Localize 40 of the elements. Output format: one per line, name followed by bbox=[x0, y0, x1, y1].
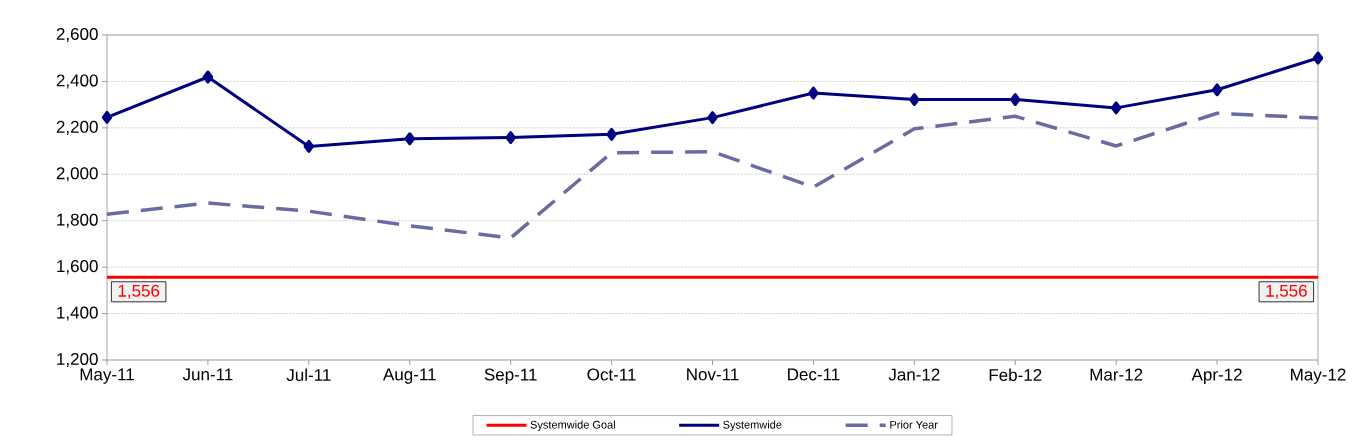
y-tick-label: 2,200 bbox=[56, 120, 98, 135]
line-series bbox=[105, 111, 1320, 240]
point bbox=[1010, 93, 1021, 107]
point bbox=[1110, 101, 1122, 115]
x-tick-label: Jun-11 bbox=[182, 368, 233, 381]
point bbox=[404, 132, 415, 146]
y-tick-label: 1,400 bbox=[57, 306, 98, 321]
x-tick-label: May-12 bbox=[1291, 368, 1346, 384]
x-tick-label: Apr-12 bbox=[1191, 368, 1242, 384]
legend-label: Systemwide Goal bbox=[530, 420, 615, 431]
point bbox=[1312, 51, 1324, 65]
x-tick-label: Feb-12 bbox=[989, 368, 1042, 382]
y-tick-label: 1,200 bbox=[57, 352, 98, 368]
y-tick-label: 2,000 bbox=[56, 167, 98, 182]
y-tick-label: 2,400 bbox=[56, 74, 98, 89]
x-tick-label: Mar-12 bbox=[1090, 368, 1143, 381]
x-tick-label: Nov-11 bbox=[687, 368, 739, 381]
x-tick-label: Jul-11 bbox=[286, 368, 331, 382]
point bbox=[505, 131, 516, 145]
y-tick-label: 1,600 bbox=[57, 260, 98, 275]
point bbox=[707, 111, 718, 125]
data-label: 1,556 bbox=[118, 284, 160, 299]
point bbox=[909, 93, 920, 107]
x-tick-label: Jan-12 bbox=[888, 368, 940, 381]
x-tick-label: Aug-11 bbox=[383, 368, 436, 384]
y-tick-label: 2,600 bbox=[56, 27, 98, 43]
point bbox=[101, 110, 113, 124]
x-tick-label: Oct-11 bbox=[587, 368, 636, 381]
data-label: 1,556 bbox=[1266, 284, 1307, 299]
legend-label: Prior Year bbox=[890, 420, 938, 429]
point bbox=[202, 70, 214, 84]
point bbox=[1211, 83, 1223, 97]
point bbox=[808, 86, 819, 100]
x-tick-label: Dec-11 bbox=[788, 368, 840, 381]
point bbox=[606, 127, 617, 141]
x-tick-label: May-11 bbox=[80, 368, 134, 384]
y-tick-label: 1,800 bbox=[57, 213, 98, 228]
legend-label: Systemwide bbox=[723, 420, 782, 431]
point bbox=[303, 139, 315, 153]
x-tick-label: Sep-11 bbox=[484, 368, 537, 384]
